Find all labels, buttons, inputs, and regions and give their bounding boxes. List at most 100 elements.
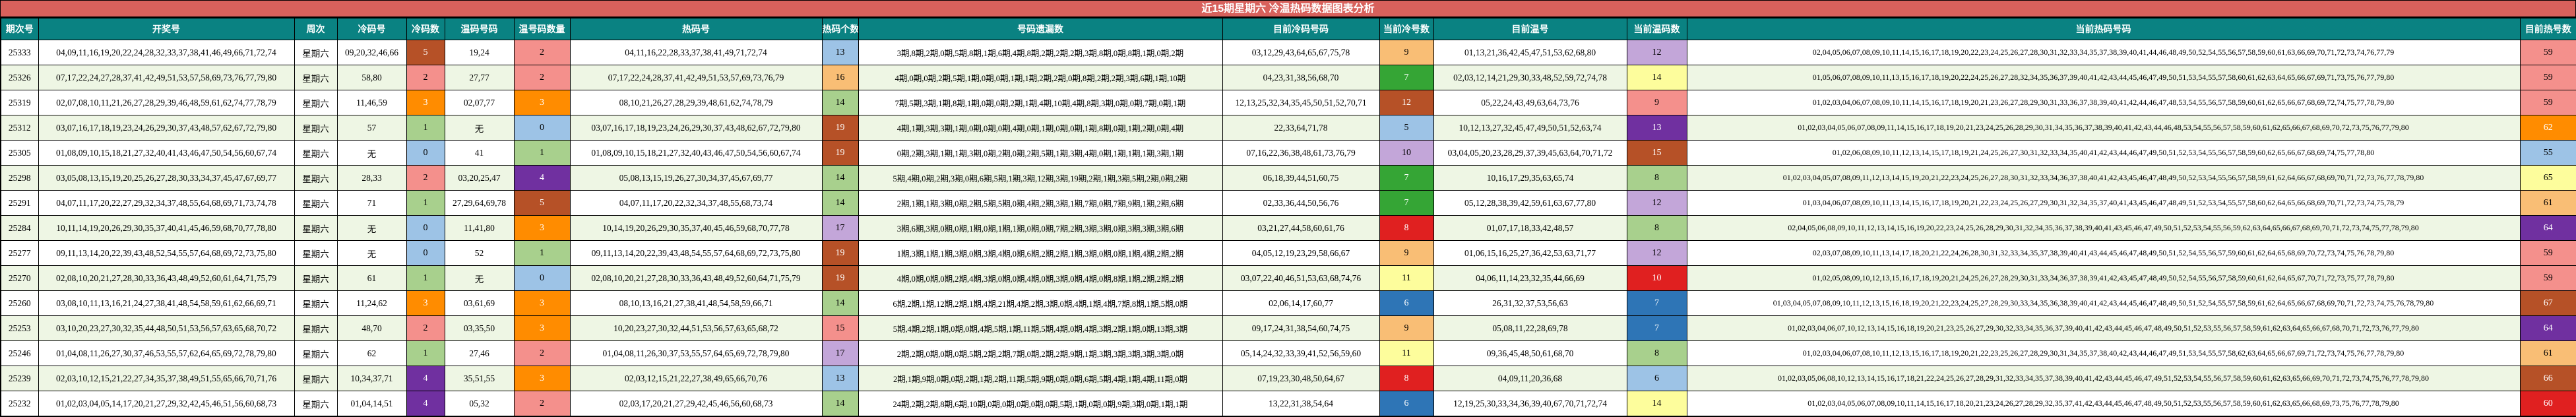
cell-cold: 无	[336, 215, 407, 241]
cell-warm: 27,77	[444, 65, 515, 90]
cell-cur_cold: 13,22,31,38,54,64	[1222, 391, 1380, 417]
cell-cur_warm_n: 15	[1626, 140, 1687, 166]
cell-hot: 03,07,16,17,18,19,23,24,26,29,30,37,43,4…	[569, 115, 823, 141]
col-header-cur_warm: 目前温号	[1433, 17, 1627, 40]
cell-cold_n: 1	[406, 265, 445, 291]
table-row: 25253 03,10,20,23,27,30,32,35,44,48,50,51…	[0, 315, 2576, 341]
cell-drawn: 01,08,09,10,15,18,21,27,32,40,41,43,46,4…	[38, 140, 295, 166]
cell-warm_n: 4	[513, 165, 571, 191]
cell-cold_n: 4	[406, 366, 445, 391]
cell-warm_n: 3	[513, 315, 571, 341]
cell-warm: 05,32	[444, 391, 515, 417]
cell-cur_warm_n: 12	[1626, 190, 1687, 216]
cell-warm_n: 3	[513, 290, 571, 316]
cell-cold_n: 0	[406, 140, 445, 166]
cell-cold: 10,34,37,71	[336, 366, 407, 391]
cell-cur_hot_n: 61	[2519, 190, 2576, 216]
table-row: 25277 09,11,13,14,20,22,39,43,48,52,54,55…	[0, 240, 2576, 266]
cell-miss: 2期,1期,9期,0期,0期,2期,1期,2期,11期,5期,9期,0期,0期,…	[858, 366, 1223, 391]
cell-warm_n: 2	[513, 65, 571, 90]
cell-miss: 2期,1期,1期,3期,0期,2期,5期,5期,0期,4期,2期,3期,1期,7…	[858, 190, 1223, 216]
cell-hot: 04,07,11,17,20,22,32,34,37,48,55,68,73,7…	[569, 190, 823, 216]
cell-cur_warm: 01,07,17,18,33,42,48,57	[1433, 215, 1627, 241]
cell-warm: 无	[444, 115, 515, 141]
table-row: 25298 03,05,08,13,15,19,20,25,26,27,28,30…	[0, 165, 2576, 191]
cell-hot: 08,10,21,26,27,28,29,39,48,61,62,74,78,7…	[569, 90, 823, 115]
cell-cur_hot: 01,02,03,05,06,08,10,12,13,14,15,16,17,1…	[1686, 366, 2521, 391]
cell-warm: 27,46	[444, 340, 515, 366]
cell-warm: 03,35,50	[444, 315, 515, 341]
cell-cold_n: 1	[406, 190, 445, 216]
cell-cold: 57	[336, 115, 407, 141]
table-row: 25270 02,08,10,20,21,27,28,30,33,36,43,48…	[0, 265, 2576, 291]
cell-week: 星期六	[294, 165, 338, 191]
cell-cur_cold_n: 5	[1379, 115, 1434, 141]
cell-hot_n: 19	[821, 140, 859, 166]
cell-cur_warm: 12,19,25,30,33,34,36,39,40,67,70,71,72,7…	[1433, 391, 1627, 417]
cell-cold: 48,70	[336, 315, 407, 341]
cell-cold_n: 2	[406, 65, 445, 90]
col-header-cold: 冷码号	[336, 17, 407, 40]
cell-cold: 28,33	[336, 165, 407, 191]
cell-warm: 02,07,77	[444, 90, 515, 115]
cell-warm: 03,61,69	[444, 290, 515, 316]
cell-cur_warm_n: 14	[1626, 391, 1687, 417]
cell-hot: 04,11,16,22,28,33,37,38,41,49,71,72,74	[569, 40, 823, 65]
cell-hot_n: 19	[821, 265, 859, 291]
cell-warm: 27,29,64,69,78	[444, 190, 515, 216]
cell-cold: 01,04,14,51	[336, 391, 407, 417]
cell-drawn: 02,08,10,20,21,27,28,30,33,36,43,48,49,5…	[38, 265, 295, 291]
cell-drawn: 02,03,10,12,15,21,22,27,34,35,37,38,49,5…	[38, 366, 295, 391]
col-header-miss: 号码遗漏数	[858, 17, 1223, 40]
cell-cur_hot_n: 66	[2519, 366, 2576, 391]
cell-period: 25277	[0, 240, 39, 266]
cell-hot_n: 17	[821, 340, 859, 366]
cell-period: 25326	[0, 65, 39, 90]
cell-cur_cold: 06,18,39,44,51,60,75	[1222, 165, 1380, 191]
cell-cur_hot: 01,03,04,06,07,08,09,10,11,13,14,15,16,1…	[1686, 190, 2521, 216]
cell-cold_n: 1	[406, 340, 445, 366]
cell-cold: 11,46,59	[336, 90, 407, 115]
table-row: 25246 01,04,08,11,26,27,30,37,46,53,55,57…	[0, 340, 2576, 366]
cell-week: 星期六	[294, 40, 338, 65]
col-header-cur_cold: 目前冷码号码	[1222, 17, 1380, 40]
cell-cur_warm: 05,08,11,22,28,69,78	[1433, 315, 1627, 341]
cell-miss: 24期,2期,2期,8期,6期,10期,0期,0期,0期,0期,0期,5期,1期…	[858, 391, 1223, 417]
cell-cold_n: 3	[406, 90, 445, 115]
cell-hot_n: 14	[821, 391, 859, 417]
cell-cur_cold_n: 12	[1379, 90, 1434, 115]
cell-cold_n: 2	[406, 165, 445, 191]
cell-drawn: 09,11,13,14,20,22,39,43,48,52,54,55,57,6…	[38, 240, 295, 266]
cell-cur_hot: 01,02,03,04,05,06,07,08,09,10,11,14,15,1…	[1686, 391, 2521, 417]
cell-cur_hot_n: 65	[2519, 165, 2576, 191]
cell-hot_n: 14	[821, 165, 859, 191]
cell-period: 25298	[0, 165, 39, 191]
cell-hot: 07,17,22,24,28,37,41,42,49,51,53,57,69,7…	[569, 65, 823, 90]
cell-hot_n: 14	[821, 290, 859, 316]
table-row: 25291 04,07,11,17,20,22,27,29,32,34,37,48…	[0, 190, 2576, 216]
table-row: 25326 07,17,22,24,27,28,37,41,42,49,51,53…	[0, 65, 2576, 90]
cell-cold: 09,20,32,46,66	[336, 40, 407, 65]
header-row: 期次号 开奖号 周次 冷码号 冷码数 温码号码 温号码数量 热码号 热码个数 号码遗漏数 目前冷码号…	[0, 17, 2576, 40]
cell-cur_warm: 05,12,28,38,39,42,59,61,63,67,77,80	[1433, 190, 1627, 216]
cell-cur_warm_n: 8	[1626, 215, 1687, 241]
cell-drawn: 03,05,08,13,15,19,20,25,26,27,28,30,33,3…	[38, 165, 295, 191]
cell-drawn: 07,17,22,24,27,28,37,41,42,49,51,53,57,5…	[38, 65, 295, 90]
cell-warm_n: 1	[513, 140, 571, 166]
page-title: 近15期星期六 冷温热码数据图表分析	[0, 0, 2576, 17]
cell-hot: 09,11,13,14,20,22,39,43,48,54,55,57,64,6…	[569, 240, 823, 266]
cell-cold: 62	[336, 340, 407, 366]
table-row: 25232 01,02,03,04,05,14,17,20,21,27,29,32…	[0, 391, 2576, 417]
cell-cur_hot: 01,02,03,04,06,07,08,10,11,12,13,15,16,1…	[1686, 340, 2521, 366]
cell-drawn: 02,07,08,10,11,21,26,27,28,29,39,46,48,5…	[38, 90, 295, 115]
cell-hot: 10,20,23,27,30,32,44,51,53,56,57,63,65,6…	[569, 315, 823, 341]
cell-hot_n: 13	[821, 366, 859, 391]
cell-cur_cold: 05,14,24,32,33,39,41,52,56,59,60	[1222, 340, 1380, 366]
cell-drawn: 03,10,20,23,27,30,32,35,44,48,50,51,53,5…	[38, 315, 295, 341]
table-row: 25260 03,08,10,11,13,16,21,24,27,38,41,48…	[0, 290, 2576, 316]
cell-period: 25246	[0, 340, 39, 366]
cell-drawn: 01,02,03,04,05,14,17,20,21,27,29,32,42,4…	[38, 391, 295, 417]
cell-cur_hot: 01,02,03,04,06,07,08,09,10,11,14,15,16,1…	[1686, 90, 2521, 115]
cell-hot_n: 14	[821, 190, 859, 216]
cell-cur_warm_n: 14	[1626, 65, 1687, 90]
